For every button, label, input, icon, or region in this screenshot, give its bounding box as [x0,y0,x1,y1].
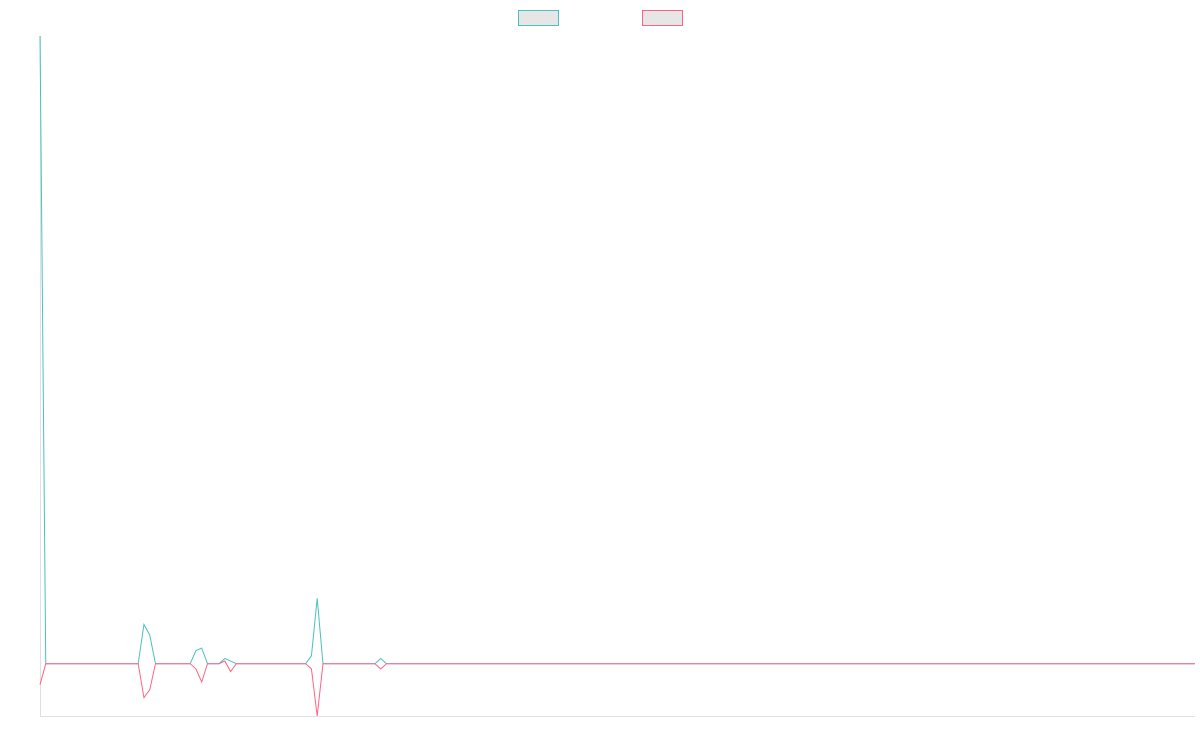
legend-swatch[interactable] [642,10,683,26]
line-series [39,35,1195,665]
line-series [39,660,1195,717]
legend-swatch[interactable] [518,10,559,26]
